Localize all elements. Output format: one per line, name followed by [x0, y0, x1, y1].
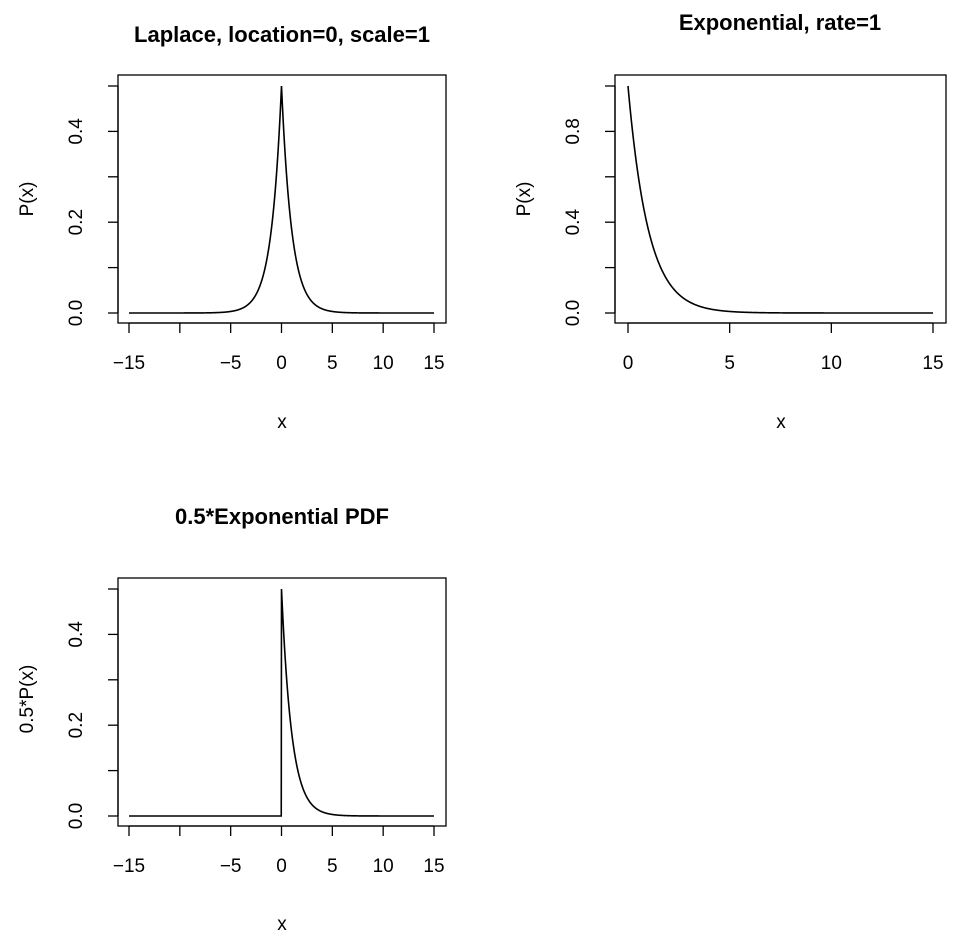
y-axis-label: P(x): [17, 182, 38, 217]
y-tick-label: 0.0: [563, 300, 584, 326]
x-tick-label: 5: [327, 353, 338, 374]
half-exponential-panel: 0.5*Exponential PDF x 0.5*P(x) −15 −5 0 5 10…: [17, 504, 447, 934]
x-tick-label: 10: [373, 856, 394, 877]
y-tick-label: 0.2: [66, 712, 87, 738]
x-tick-label: 5: [724, 353, 735, 374]
x-tick-label: 10: [373, 353, 394, 374]
axis-ticks: −15 −5 0 5 10 15 0.0 0.2 0.4: [66, 588, 445, 877]
y-axis-label: 0.5*P(x): [17, 665, 38, 734]
plot-frame: [614, 74, 947, 324]
y-tick-label: 0.0: [66, 300, 87, 326]
y-tick-label: 0.4: [563, 209, 584, 236]
density-curve: [129, 588, 434, 817]
chart-title: Exponential, rate=1: [679, 10, 881, 35]
exponential-panel: Exponential, rate=1 x P(x) 0 5 10 150.00.40…: [514, 10, 947, 433]
x-tick-label: −5: [220, 353, 242, 374]
x-tick-label: 0: [623, 353, 634, 374]
chart-title: Laplace, location=0, scale=1: [134, 22, 430, 47]
y-tick-label: 0.0: [66, 803, 87, 829]
y-tick-label: 0.4: [66, 118, 87, 145]
laplace-panel: Laplace, location=0, scale=1 x P(x) −15−…: [17, 22, 447, 433]
x-tick-label: 0: [276, 856, 287, 877]
x-tick-label: 15: [922, 353, 943, 374]
density-curve: [129, 85, 434, 314]
x-tick-label: −15: [113, 856, 145, 877]
x-tick-label: −5: [220, 856, 242, 877]
x-axis-label: x: [277, 412, 287, 433]
chart-title: 0.5*Exponential PDF: [175, 504, 389, 529]
density-curve: [627, 85, 933, 314]
x-tick-label: 0: [276, 353, 287, 374]
x-tick-label: 15: [423, 353, 444, 374]
axis-ticks: −15 −5 0 5 10 15 0.0 0.2 0.4: [66, 85, 445, 374]
y-tick-label: 0.2: [66, 209, 87, 235]
y-tick-label: 0.4: [66, 621, 87, 648]
x-tick-label: 5: [327, 856, 338, 877]
y-axis-label: P(x): [514, 182, 535, 217]
x-axis-label: x: [277, 914, 287, 934]
y-tick-label: 0.8: [563, 118, 584, 144]
x-tick-label: 10: [821, 353, 842, 374]
x-tick-label: −15: [113, 353, 145, 374]
x-axis-label: x: [776, 412, 786, 433]
x-tick-label: 15: [423, 856, 444, 877]
axis-ticks: 0 5 10 15 0.0 0.4 0.8: [563, 85, 944, 374]
